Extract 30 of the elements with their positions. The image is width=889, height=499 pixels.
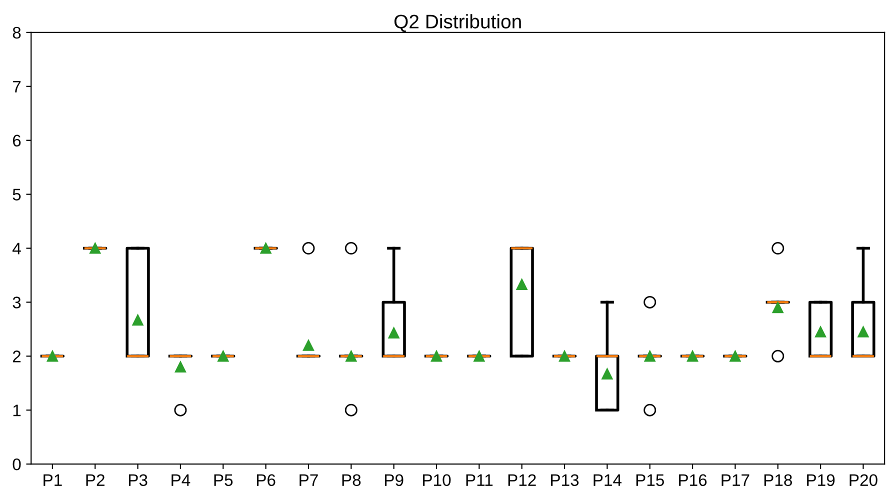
x-tick-label: P19 <box>807 474 835 486</box>
x-tick-label: P6 <box>256 474 276 486</box>
x-tick-label: P12 <box>508 474 536 486</box>
x-tick-label: P14 <box>594 474 622 486</box>
x-tick-label: P10 <box>423 474 451 486</box>
x-tick-label: P7 <box>300 474 318 486</box>
x-tick-label: P18 <box>764 474 792 486</box>
y-tick-label: 7 <box>12 80 21 92</box>
chart-title: Q2 Distribution <box>394 14 521 32</box>
x-tick-label: P4 <box>172 474 190 486</box>
x-tick-label: P8 <box>342 474 361 486</box>
y-tick-label: 5 <box>12 188 21 200</box>
x-tick-label: P15 <box>636 474 664 486</box>
x-tick-label: P13 <box>551 474 579 486</box>
x-tick-label: P3 <box>128 474 148 486</box>
x-tick-label: P17 <box>722 474 750 486</box>
y-tick-label: 2 <box>12 350 21 362</box>
x-tick-label: P2 <box>86 474 104 486</box>
x-tick-label: P9 <box>385 474 404 486</box>
y-tick-label: 3 <box>12 296 21 308</box>
y-tick-label: 1 <box>13 404 21 416</box>
x-tick-label: P5 <box>214 474 233 486</box>
x-tick-label: P11 <box>466 474 493 486</box>
y-tick-label: 6 <box>12 134 21 147</box>
y-tick-label: 4 <box>12 242 21 254</box>
y-tick-label: 0 <box>12 458 21 470</box>
x-tick-label: P16 <box>679 474 707 486</box>
y-tick-label: 8 <box>12 26 21 39</box>
x-tick-label: P1 <box>44 474 62 486</box>
x-tick-label: P20 <box>850 474 878 486</box>
